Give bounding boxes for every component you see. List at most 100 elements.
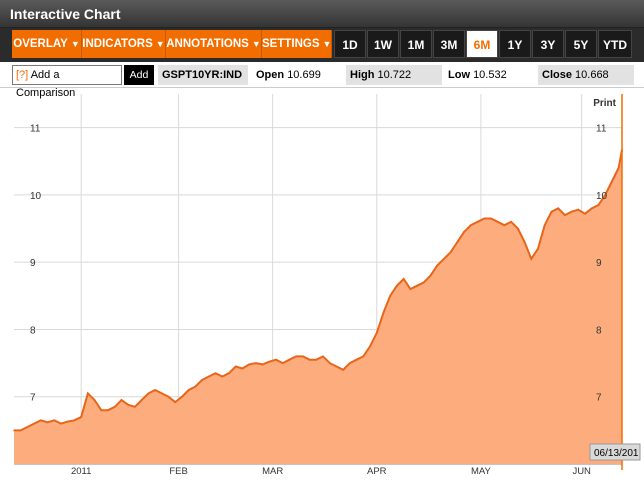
data-point [611,180,613,183]
data-point [93,399,96,401]
data-point [423,281,425,284]
data-point [496,221,499,223]
data-points [13,149,623,432]
data-point [201,379,203,381]
y-tick-label-left: 9 [30,258,36,269]
data-point [342,369,345,371]
y-tick-label-right: 8 [596,325,602,336]
range-1y-button[interactable]: 1Y [499,30,531,58]
range-1w-button[interactable]: 1W [367,30,399,58]
data-point [591,207,593,210]
range-1d-button[interactable]: 1D [334,30,366,58]
window-titlebar: Interactive Chart [0,0,644,28]
data-point [570,210,573,213]
ticker-symbol: GSPT10YR:IND [162,69,243,81]
indicators-menu-button[interactable]: INDICATORS ▼ [82,30,166,58]
data-point [46,421,49,424]
range-3y-button[interactable]: 3Y [532,30,564,58]
close-label: Close [542,69,572,81]
x-tick-label: FEB [169,466,187,477]
data-point [456,241,459,243]
data-point [261,363,264,366]
window-title: Interactive Chart [10,6,121,22]
data-point [490,217,492,220]
print-button[interactable]: Print [593,98,616,109]
data-point [396,284,398,287]
data-point [369,345,371,348]
y-tick-label-left: 11 [30,124,41,135]
range-6m-button[interactable]: 6M [466,30,498,58]
data-point [470,224,472,226]
data-point [308,358,311,361]
data-point [13,429,15,432]
date-readout: 06/13/201 [594,448,639,459]
data-point [73,419,76,422]
ticker-label: GSPT10YR:IND [158,65,248,85]
data-point [40,419,42,422]
x-tick-label: MAY [471,466,492,477]
data-point [322,355,324,358]
data-point [537,247,539,250]
data-point [107,409,109,412]
data-point [429,274,432,277]
chevron-down-icon: ▼ [322,39,332,49]
data-point [147,392,150,395]
data-point [295,355,298,358]
data-point [53,419,56,422]
data-point [194,385,197,388]
annotations-menu-button[interactable]: ANNOTATIONS ▼ [166,30,262,58]
high-value: 10.722 [377,69,412,81]
data-point [604,194,606,196]
overlay-menu-label: OVERLAY [13,38,68,50]
range-1m-button[interactable]: 1M [400,30,432,58]
data-point [382,311,385,314]
open-value: 10.699 [287,69,321,81]
data-point [114,406,116,408]
data-point [221,375,224,378]
range-3m-button[interactable]: 3M [433,30,465,58]
data-point [234,365,237,368]
data-point [543,224,546,226]
data-point [60,422,62,425]
x-axis-ticks: 2011 FEB MAR APR MAY JUN [71,466,591,477]
data-point [33,422,35,425]
data-point [154,389,156,391]
data-point [167,395,170,398]
overlay-menu-button[interactable]: OVERLAY ▼ [12,30,82,58]
data-point [376,332,378,334]
data-point [120,399,123,401]
low-value: 10.532 [473,69,507,81]
data-point [19,429,22,432]
series-line [14,149,623,432]
data-point [288,358,291,361]
data-point [140,399,143,401]
range-ytd-button[interactable]: YTD [598,30,632,58]
add-comparison-button[interactable]: Add [124,65,154,85]
y-tick-label-left: 7 [30,393,36,404]
data-point [362,355,365,358]
help-icon[interactable]: [?] [16,69,29,81]
data-point [255,362,257,364]
high-stat: High 10.722 [346,65,442,85]
settings-menu-button[interactable]: SETTINGS ▼ [262,30,332,58]
range-5y-button[interactable]: 5Y [565,30,597,58]
y-tick-label-right: 7 [596,393,602,404]
close-value: 10.668 [575,69,609,81]
price-chart[interactable]: 7 7 8 8 9 9 10 10 11 11 2011 FEB MAR APR MAY JUN 06/13… [0,88,644,480]
quote-info-bar: [?] Add a Comparison Add GSPT10YR:IND Op… [0,62,644,99]
data-point [436,264,439,267]
data-point [443,258,445,260]
add-comparison-input[interactable]: [?] Add a Comparison [12,65,122,99]
data-point [530,258,533,260]
x-tick-label: MAR [262,466,283,477]
date-readout-box [589,443,641,461]
chevron-down-icon: ▼ [155,39,165,49]
area-fill [14,149,622,465]
add-comparison-placeholder: Add a Comparison [16,69,76,99]
data-point [275,358,277,361]
x-tick-label: APR [367,466,387,477]
data-point [127,404,129,406]
high-label: High [350,69,375,81]
data-point [241,367,244,370]
data-point [564,214,566,216]
